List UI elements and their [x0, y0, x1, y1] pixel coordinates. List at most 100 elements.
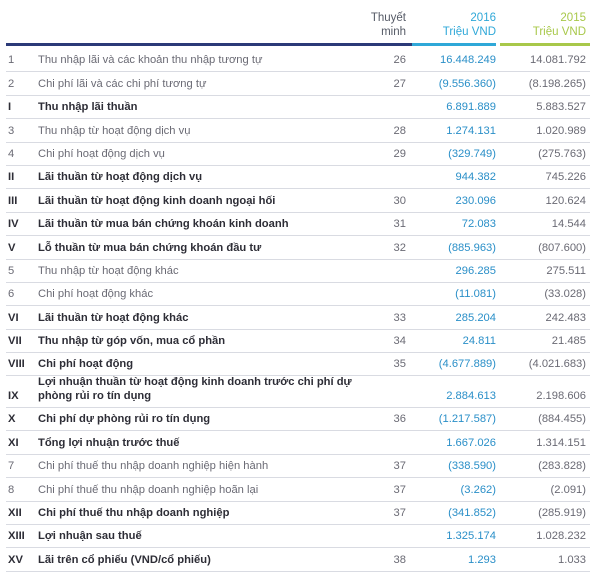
row-label: Thu nhập từ hoạt động khác	[38, 264, 179, 277]
table-row: XIII Lợi nhuận sau thuế 1.325.174 1.028.232	[6, 525, 590, 549]
header-2016-year: 2016	[470, 12, 496, 24]
row-label: Thu nhập từ góp vốn, mua cổ phần	[38, 335, 226, 348]
table-row: XII Chi phí thuế thu nhập doanh nghiệp 37 (…	[6, 502, 590, 525]
table-row: II Lãi thuần từ hoạt động dịch vụ 944.382 7…	[6, 166, 590, 190]
row-value-2015: 1.033	[558, 553, 586, 566]
row-note: 37	[393, 483, 406, 496]
row-number: 8	[8, 483, 15, 496]
row-value-2015: 275.511	[546, 264, 586, 277]
row-note: 34	[393, 335, 406, 348]
table-header: Thuyết minh 2016 Triệu VND 2015 Triệu VN…	[0, 0, 594, 46]
header-2015-column: 2015 Triệu VND	[500, 11, 586, 39]
row-value-2015: (884.455)	[538, 413, 586, 426]
row-label: Lãi thuần từ hoạt động kinh doanh ngoại …	[38, 194, 276, 207]
row-note: 38	[393, 553, 406, 566]
row-label: Chi phí thuế thu nhập doanh nghiệp hoãn …	[38, 483, 259, 496]
table-row: VI Lãi thuần từ hoạt động khác 33 285.204 24…	[6, 306, 590, 330]
row-value-2015: 14.544	[551, 218, 586, 231]
row-number: 3	[8, 124, 15, 137]
row-number: II	[8, 171, 15, 184]
row-number: XI	[8, 436, 19, 449]
row-label: Chi phí hoạt động dịch vụ	[38, 147, 165, 160]
row-number: 2	[8, 77, 15, 90]
table-row: 3 Thu nhập từ hoạt động dịch vụ 28 1.274.13…	[6, 119, 590, 143]
table-row: 1 Thu nhập lãi và các khoản thu nhập tươn…	[6, 49, 590, 73]
row-value-2016: 296.285	[455, 264, 496, 277]
row-number: XIII	[8, 530, 25, 543]
table-row: 4 Chi phí hoạt động dịch vụ 29 (329.749) (27…	[6, 143, 590, 166]
table-row: 7 Chi phí thuế thu nhập doanh nghiệp hiện…	[6, 455, 590, 479]
row-value-2016: (3.262)	[460, 483, 496, 496]
row-label: Lãi thuần từ hoạt động dịch vụ	[38, 171, 203, 184]
row-number: XV	[8, 553, 23, 566]
header-note-column: Thuyết minh	[350, 11, 406, 39]
row-note: 27	[393, 77, 406, 90]
row-number: I	[8, 101, 12, 114]
row-value-2016: 1.274.131	[446, 124, 496, 137]
row-value-2016: (1.217.587)	[438, 413, 496, 426]
row-value-2016: 230.096	[455, 194, 496, 207]
row-label: Chi phí hoạt động	[38, 358, 134, 371]
row-number: IX	[8, 389, 19, 402]
row-label: Lợi nhuận sau thuế	[38, 530, 142, 543]
row-value-2016: 285.204	[455, 311, 496, 324]
row-number: 4	[8, 147, 15, 160]
row-number: XII	[8, 506, 22, 519]
table-row: 8 Chi phí thuế thu nhập doanh nghiệp hoãn…	[6, 478, 590, 502]
row-number: III	[8, 194, 18, 207]
row-value-2015: (2.091)	[550, 483, 586, 496]
row-label: Lãi thuần từ mua bán chứng khoán kinh do…	[38, 218, 289, 231]
row-number: 7	[8, 460, 15, 473]
table-row: VII Thu nhập từ góp vốn, mua cổ phần 34 24.…	[6, 330, 590, 354]
table-row: I Thu nhập lãi thuần 6.891.889 5.883.527	[6, 96, 590, 120]
row-value-2015: 242.483	[545, 311, 586, 324]
row-label: Thu nhập từ hoạt động dịch vụ	[38, 124, 191, 137]
row-number: 6	[8, 288, 15, 301]
row-value-2016: (329.749)	[448, 147, 496, 160]
row-label: Chi phí dự phòng rủi ro tín dụng	[38, 413, 211, 426]
income-statement-table: 1 Thu nhập lãi và các khoản thu nhập tươn…	[6, 49, 590, 572]
table-row: IX Lợi nhuận thuần từ hoạt động kinh doan…	[6, 376, 590, 408]
row-value-2016: (338.590)	[448, 460, 496, 473]
row-value-2016: 16.448.249	[440, 54, 496, 67]
row-number: V	[8, 241, 16, 254]
row-value-2015: 1.020.989	[536, 124, 586, 137]
row-label: Lỗ thuần từ mua bán chứng khoán đầu tư	[38, 241, 262, 254]
row-value-2016: 1.667.026	[446, 436, 496, 449]
row-label: Thu nhập lãi thuần	[38, 101, 138, 114]
row-value-2015: 1.028.232	[536, 530, 586, 543]
row-value-2015: 5.883.527	[536, 101, 586, 114]
row-number: VI	[8, 311, 19, 324]
row-label: Chi phí thuế thu nhập doanh nghiệp	[38, 506, 230, 519]
row-label: Lãi trên cổ phiếu (VND/cổ phiếu)	[38, 553, 211, 566]
header-divider-green	[500, 43, 590, 46]
row-value-2016: (341.852)	[448, 506, 496, 519]
table-row: 6 Chi phí hoạt động khác (11.081) (33.028)	[6, 283, 590, 307]
row-label: Tổng lợi nhuận trước thuế	[38, 436, 180, 449]
row-label: Lợi nhuận thuần từ hoạt động kinh doanh …	[38, 375, 352, 402]
row-value-2016: (885.963)	[448, 241, 496, 254]
row-number: 1	[8, 54, 15, 67]
row-value-2015: (33.028)	[544, 288, 586, 301]
row-note: 37	[393, 506, 406, 519]
table-row: XI Tổng lợi nhuận trước thuế 1.667.026 1.31…	[6, 431, 590, 455]
row-number: X	[8, 413, 16, 426]
row-number: VII	[8, 335, 22, 348]
row-value-2015: 745.226	[545, 171, 586, 184]
header-2015-unit: Triệu VND	[532, 26, 586, 38]
row-value-2015: 21.485	[551, 335, 586, 348]
row-note: 33	[393, 311, 406, 324]
row-note: 32	[393, 241, 406, 254]
table-row: VIII Chi phí hoạt động 35 (4.677.889) (4.021…	[6, 353, 590, 377]
header-divider-blue	[412, 43, 496, 46]
table-row: 2 Chi phí lãi và các chi phí tương tự 27 (9…	[6, 72, 590, 96]
table-row: V Lỗ thuần từ mua bán chứng khoán đầu tư 3…	[6, 236, 590, 260]
row-value-2016: 24.811	[462, 335, 496, 348]
table-row: IV Lãi thuần từ mua bán chứng khoán kinh …	[6, 213, 590, 237]
row-value-2015: (8.198.265)	[528, 77, 586, 90]
row-value-2016: (11.081)	[455, 288, 496, 301]
header-2015-year: 2015	[560, 12, 586, 24]
header-2016-unit: Triệu VND	[442, 26, 496, 38]
table-row: XV Lãi trên cổ phiếu (VND/cổ phiếu) 38 1.29…	[6, 548, 590, 572]
row-note: 28	[393, 124, 406, 137]
